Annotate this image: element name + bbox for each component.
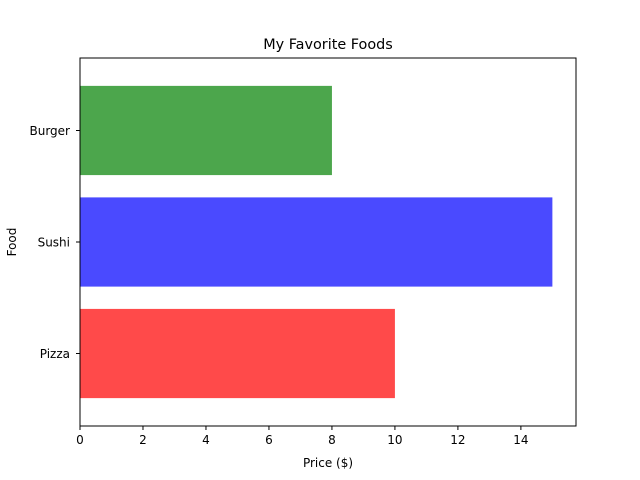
x-axis-label: Price ($) xyxy=(303,456,353,470)
bar-sushi xyxy=(80,197,553,287)
x-tick-label: 2 xyxy=(139,433,147,447)
chart-title: My Favorite Foods xyxy=(263,37,393,53)
x-tick-label: 12 xyxy=(450,433,465,447)
x-tick-label: 8 xyxy=(328,433,336,447)
y-axis-ticks: Pizza Sushi Burger xyxy=(30,124,80,361)
x-tick-label: 10 xyxy=(387,433,402,447)
y-tick-label: Burger xyxy=(30,124,71,138)
x-tick-label: 4 xyxy=(202,433,210,447)
bar-pizza xyxy=(80,308,395,399)
x-tick-label: 14 xyxy=(513,433,528,447)
y-axis-label: Food xyxy=(5,228,19,257)
x-axis-ticks: 0 2 4 6 8 10 12 14 xyxy=(76,426,529,447)
x-tick-label: 0 xyxy=(76,433,84,447)
bars-group xyxy=(80,85,553,399)
bar-burger xyxy=(80,85,332,176)
y-tick-label: Sushi xyxy=(38,236,70,250)
x-tick-label: 6 xyxy=(265,433,273,447)
y-tick-label: Pizza xyxy=(40,347,70,361)
